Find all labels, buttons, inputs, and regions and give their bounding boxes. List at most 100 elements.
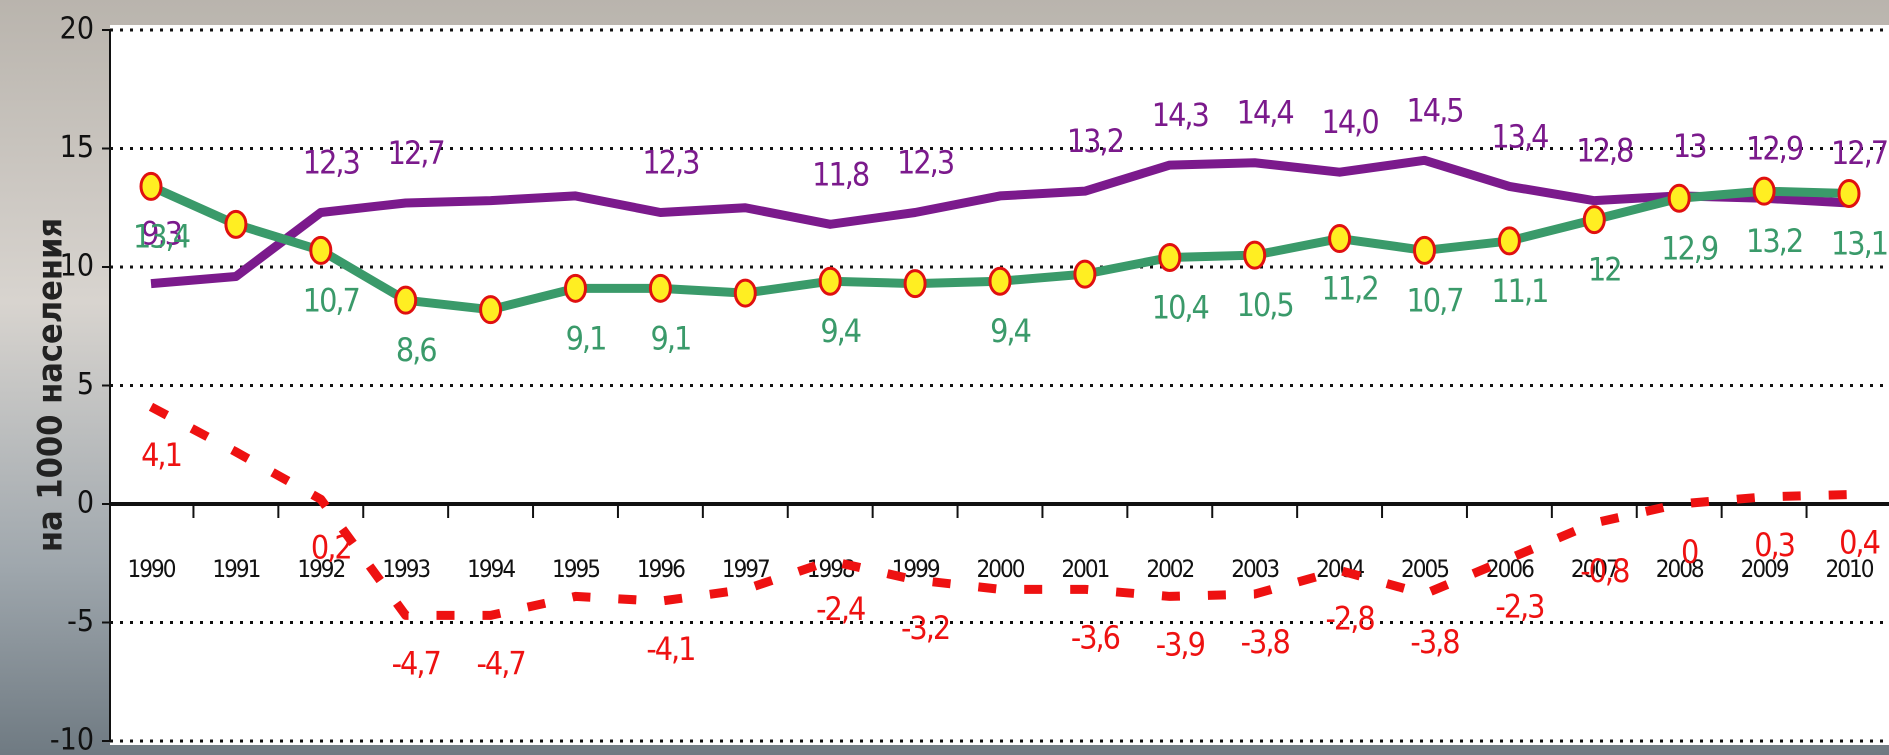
- data-label: 9,4: [820, 312, 860, 350]
- x-tick-label: 2003: [1231, 555, 1279, 583]
- x-tick-label: 1995: [552, 555, 599, 583]
- data-label: 11,8: [812, 155, 869, 193]
- marker: [1667, 183, 1691, 213]
- x-tick-label: 2002: [1146, 555, 1193, 583]
- data-label: 13,2: [1067, 122, 1123, 160]
- marker: [1837, 179, 1861, 209]
- marker: [139, 171, 163, 201]
- data-label: 0,4: [1839, 524, 1879, 562]
- data-label: 11,2: [1322, 270, 1378, 308]
- y-axis-label: на 1000 населения: [31, 218, 71, 552]
- data-label: 9,1: [566, 319, 606, 357]
- data-label: 13,1: [1831, 225, 1887, 263]
- marker: [479, 295, 503, 325]
- marker: [903, 269, 927, 299]
- marker: [1328, 224, 1352, 254]
- data-label: 10,5: [1237, 286, 1293, 324]
- y-tick-label: 15: [60, 130, 94, 165]
- x-tick-label: 1993: [382, 555, 430, 583]
- data-label: 0,3: [1754, 526, 1794, 564]
- marker: [1243, 240, 1267, 270]
- data-label: 11,1: [1491, 272, 1547, 310]
- data-label: 10,7: [303, 281, 359, 319]
- marker: [564, 273, 587, 303]
- series-line: [148, 402, 1850, 620]
- data-label: -2,3: [1495, 588, 1544, 626]
- data-label: 0: [1681, 533, 1698, 571]
- data-label: 14,4: [1237, 94, 1294, 132]
- data-label: 8,6: [396, 331, 436, 369]
- y-tick-label: -5: [67, 604, 94, 639]
- x-tick-label: 2007: [1571, 555, 1618, 583]
- data-label: 12,7: [1831, 134, 1887, 172]
- y-tick-label: 5: [77, 367, 94, 402]
- data-label: 0,2: [311, 528, 351, 566]
- data-label: 14,0: [1322, 103, 1379, 141]
- data-label: 13,4: [1491, 117, 1548, 155]
- data-label: -2,8: [1326, 599, 1375, 637]
- data-label: 13,4: [133, 217, 190, 255]
- data-label: 12,9: [1746, 129, 1803, 167]
- marker: [1497, 226, 1521, 256]
- data-label: 10,7: [1406, 281, 1462, 319]
- data-label: -0,8: [1580, 552, 1629, 590]
- marker: [1752, 176, 1776, 206]
- y-tick-label: -10: [50, 723, 94, 755]
- data-label: 9,1: [651, 319, 691, 357]
- x-tick-label: 2009: [1741, 555, 1789, 583]
- x-tick-label: 1996: [637, 555, 685, 583]
- data-label: -3,9: [1156, 625, 1205, 663]
- x-tick-label: 1991: [212, 555, 259, 583]
- y-tick-label: 10: [60, 249, 94, 284]
- x-tick-label: 2000: [977, 555, 1025, 583]
- marker: [818, 266, 842, 296]
- data-label: 13: [1673, 127, 1706, 165]
- x-tick-label: 2006: [1486, 555, 1534, 583]
- x-tick-label: 2010: [1826, 555, 1874, 583]
- y-tick-label: 20: [60, 12, 94, 47]
- x-tick-label: 1994: [467, 555, 515, 583]
- data-label: -4,7: [477, 644, 525, 682]
- data-label: -2,4: [816, 590, 865, 628]
- data-label: -3,8: [1410, 623, 1459, 661]
- x-tick-label: 1992: [297, 555, 344, 583]
- x-tick-label: 1997: [722, 555, 769, 583]
- marker: [733, 278, 757, 308]
- x-tick-label: 2008: [1656, 555, 1704, 583]
- x-tick-label: 1990: [128, 555, 176, 583]
- data-label: -3,6: [1071, 618, 1120, 656]
- data-label: -3,8: [1241, 623, 1290, 661]
- data-label: 12,3: [303, 143, 360, 181]
- marker: [1582, 205, 1606, 235]
- data-label: 13,2: [1746, 222, 1802, 260]
- marker: [309, 235, 333, 265]
- marker: [1158, 243, 1182, 273]
- marker: [1073, 259, 1097, 289]
- data-label: 12,8: [1576, 132, 1633, 170]
- data-label: -3,2: [901, 609, 949, 647]
- data-label: 10,4: [1152, 289, 1209, 327]
- marker: [224, 209, 248, 239]
- data-label: -4,7: [392, 644, 440, 682]
- data-label: 9,4: [990, 312, 1030, 350]
- data-label: 12,7: [388, 134, 444, 172]
- data-label: -4,1: [646, 630, 694, 668]
- data-label: 14,3: [1152, 96, 1209, 134]
- data-label: 12,3: [642, 143, 699, 181]
- marker: [988, 266, 1012, 296]
- marker: [394, 285, 418, 315]
- data-label: 14,5: [1406, 91, 1462, 129]
- y-tick-label: 0: [77, 486, 94, 521]
- data-label: 12,9: [1661, 229, 1718, 267]
- data-label: 12: [1588, 251, 1621, 289]
- data-label: 12,3: [897, 143, 954, 181]
- x-tick-label: 2001: [1061, 555, 1108, 583]
- data-label: 4,1: [141, 436, 181, 474]
- marker: [1413, 235, 1436, 265]
- x-tick-label: 2005: [1401, 555, 1448, 583]
- marker: [648, 273, 672, 303]
- data-label: 9,3: [141, 215, 181, 253]
- series-line: [150, 155, 1850, 289]
